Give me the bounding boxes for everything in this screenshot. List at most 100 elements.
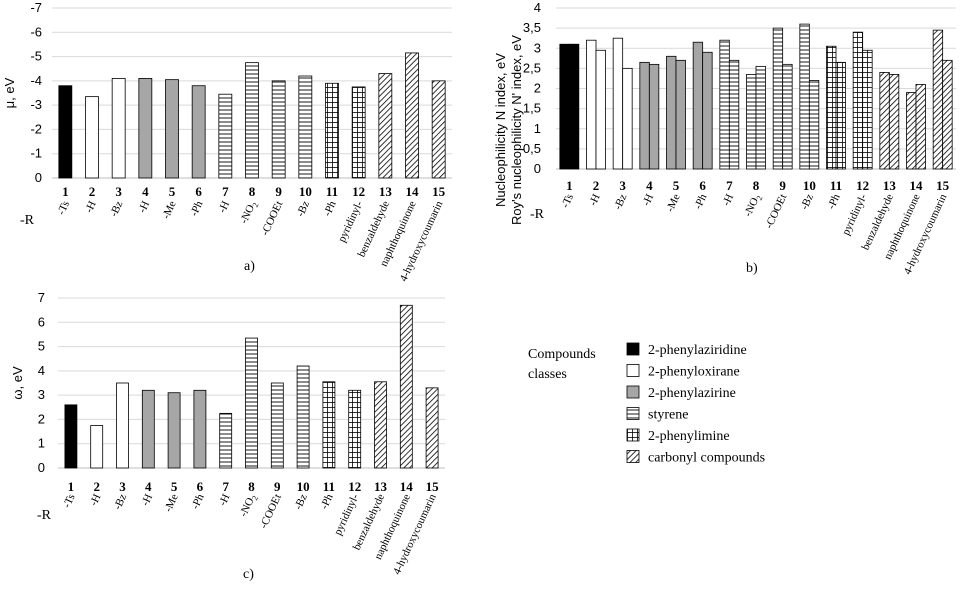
x-category-label: 3: [115, 184, 122, 199]
bar-12-N: [852, 31, 864, 170]
y-tick-label: -1: [30, 146, 42, 161]
bar-10-N-prime: [808, 80, 820, 170]
y-axis-label-1: Nucleophilicity N index, eV: [493, 53, 508, 207]
bar-7: [219, 412, 233, 469]
substituent-label: -NO2: [237, 492, 260, 519]
substituent-label: -Ph: [188, 199, 206, 218]
y-tick-label: 2: [38, 411, 45, 426]
substituent-label: -Me: [664, 192, 683, 214]
substituent-label: pyridinyl-: [840, 192, 870, 237]
y-tick-label: 1: [534, 121, 541, 136]
legend-title-line-1: Compounds: [528, 347, 596, 362]
bar-11-N: [826, 45, 837, 170]
x-category-label: 12: [348, 479, 361, 494]
bar-14: [405, 52, 419, 179]
r-group-label: -R: [37, 508, 52, 523]
substituent-label: -NO2: [238, 199, 261, 226]
legend-title-line-2: classes: [528, 367, 567, 382]
legend: Compounds classes 2-phenylaziridine 2-phe…: [528, 342, 765, 466]
bar-9-N-prime: [782, 63, 793, 170]
y-tick-label: 5: [38, 339, 45, 354]
y-tick-label: 6: [38, 314, 45, 329]
x-category-label: 10: [297, 479, 310, 494]
substituent-label: pyridinyl-: [336, 199, 366, 244]
x-category-label: 3: [619, 178, 626, 193]
x-category-label: 15: [426, 479, 440, 494]
substituent-label: -H: [136, 199, 152, 215]
panel-label: a): [244, 259, 255, 274]
bar-1-N: [559, 43, 570, 170]
x-category-label: 6: [699, 178, 706, 193]
substituent-label: -COOEt: [763, 192, 789, 230]
bar-1-N-prime: [568, 43, 580, 170]
legend-swatch-1: [626, 342, 640, 356]
legend-swatch-2: [626, 364, 640, 377]
bar-4-N: [639, 61, 650, 170]
x-category-label: 4: [142, 184, 149, 199]
x-category-label: 8: [753, 178, 760, 193]
r-group-label: -R: [530, 207, 545, 222]
substituent-label: -NO2: [742, 192, 765, 219]
bar-10-N: [799, 23, 810, 170]
bar-6: [191, 85, 206, 179]
x-category-label: 13: [374, 479, 388, 494]
x-category-label: 11: [323, 479, 335, 494]
y-tick-label: -4: [30, 73, 42, 88]
y-tick-label: 3,5: [523, 20, 541, 35]
x-category-label: 6: [195, 184, 202, 199]
substituent-label: -Ph: [189, 492, 207, 511]
bar-11: [322, 381, 336, 469]
y-tick-label: 4: [534, 0, 541, 15]
bar-5: [167, 392, 181, 469]
legend-label-5: 2-phenylimine: [648, 429, 730, 444]
bar-13: [374, 381, 387, 469]
bar-4: [141, 389, 155, 469]
bar-8: [245, 62, 259, 179]
substituent-label: -Ph: [321, 199, 339, 218]
x-category-label: 15: [936, 178, 950, 193]
x-category-label: 1: [68, 479, 75, 494]
substituent-label: -Ph: [318, 492, 336, 511]
y-tick-label: -6: [30, 24, 42, 39]
bar-12: [348, 389, 362, 469]
bar-6-N: [692, 41, 704, 170]
substituent-label: -COOEt: [258, 492, 284, 530]
bar-10: [296, 365, 310, 469]
y-tick-label: -3: [30, 97, 42, 112]
bar-9-N: [772, 27, 784, 170]
bar-14: [399, 304, 413, 469]
bar-9: [271, 80, 286, 179]
x-category-label: 7: [222, 479, 229, 494]
y-tick-label: 0: [38, 460, 45, 475]
bar-6-N-prime: [702, 51, 713, 170]
bar-1: [58, 85, 73, 179]
bar-2-N-prime: [595, 49, 606, 170]
chart-a: 0-1-2-3-4-5-6-7μ, eV1-Ts2-H3-Bz4-H5-Me6-…: [2, 0, 452, 283]
y-tick-label: -2: [30, 121, 42, 136]
substituent-label: -Bz: [108, 199, 126, 219]
substituent-label: -Bz: [112, 492, 130, 512]
x-category-label: 14: [910, 178, 924, 193]
legend-label-4: styrene: [648, 408, 688, 423]
substituent-label: -Bz: [798, 192, 816, 212]
bar-1: [64, 404, 78, 469]
x-category-label: 12: [352, 184, 365, 199]
substituent-label: -H: [216, 199, 232, 215]
x-category-label: 2: [89, 184, 96, 199]
y-tick-label: 2,5: [523, 60, 541, 75]
y-axis-label: ω, eV: [10, 366, 25, 400]
y-tick-label: -5: [30, 49, 42, 64]
x-category-label: 1: [566, 178, 573, 193]
x-category-label: 8: [248, 479, 255, 494]
y-tick-label: 3: [38, 387, 45, 402]
legend-swatch-4: [626, 407, 640, 420]
bar-3: [116, 382, 129, 469]
bar-15-N-prime: [942, 59, 953, 170]
bar-8-N: [746, 74, 757, 170]
bar-7-N-prime: [728, 59, 740, 170]
x-category-label: 13: [379, 184, 393, 199]
bar-5: [165, 79, 179, 179]
y-tick-label: 7: [38, 290, 45, 305]
